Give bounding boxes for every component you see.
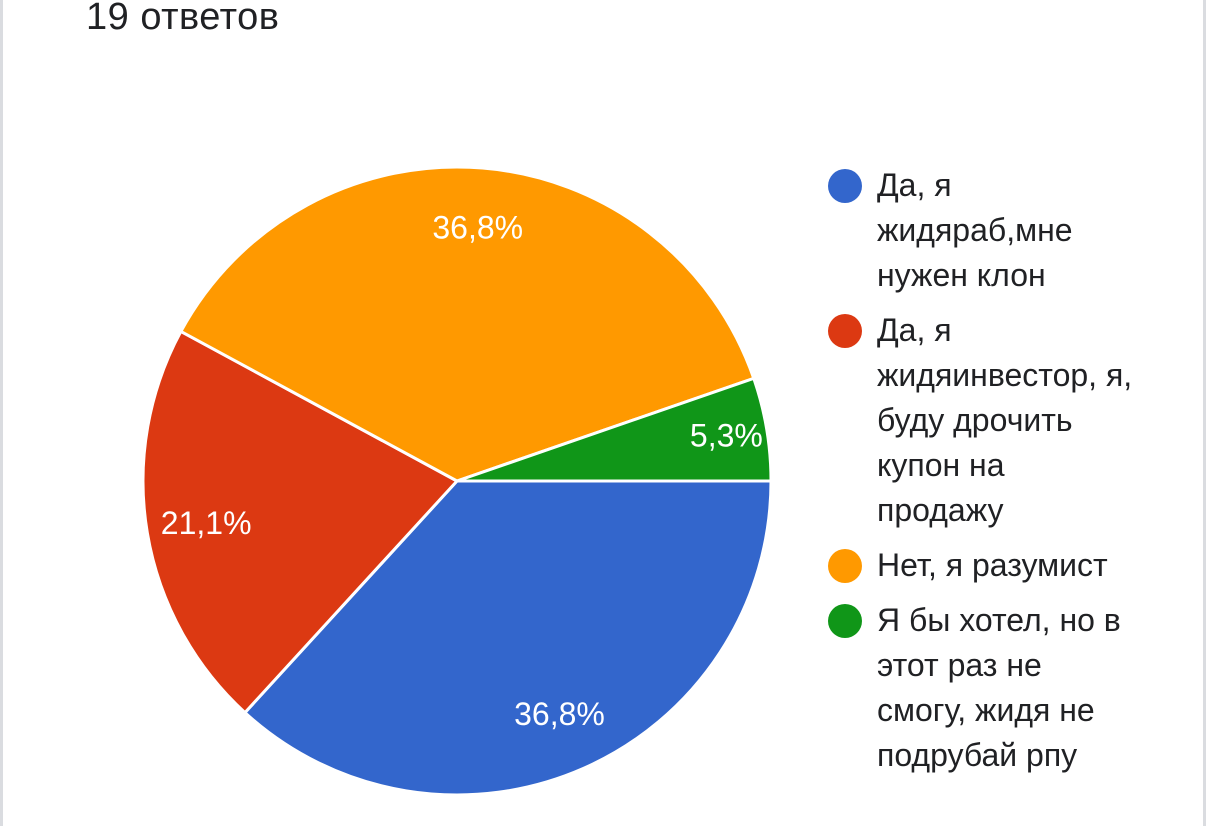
- pie-slice-label-1: 21,1%: [161, 505, 252, 541]
- legend-label: Я бы хотел, но в этот раз не смогу, жидя н…: [877, 598, 1121, 778]
- card-left-border: [0, 0, 3, 826]
- chart-legend: Да, я жидяраб,мне нужен клон Да, я жидяинвес…: [828, 163, 1158, 788]
- legend-color-dot: [828, 169, 862, 203]
- pie-slice-label-2: 36,8%: [432, 210, 523, 246]
- legend-color-dot: [828, 314, 862, 348]
- legend-label-line: продажу: [877, 492, 1004, 528]
- legend-label-line: Я бы хотел, но в: [877, 602, 1121, 638]
- pie-slice-2[interactable]: [179, 165, 756, 483]
- legend-label-line: Нет, я разумист: [877, 547, 1108, 583]
- pie-slice-1[interactable]: [141, 329, 459, 715]
- legend-item-1[interactable]: Да, я жидяинвестор, я, буду дрочить купон н…: [828, 308, 1158, 533]
- legend-item-3[interactable]: Я бы хотел, но в этот раз не смогу, жидя н…: [828, 598, 1158, 778]
- legend-label: Да, я жидяинвестор, я, буду дрочить купон н…: [877, 308, 1132, 533]
- legend-label-line: купон на: [877, 447, 1005, 483]
- card-right-border: [1203, 0, 1206, 826]
- legend-color-dot: [828, 549, 862, 583]
- legend-item-2[interactable]: Нет, я разумист: [828, 543, 1158, 588]
- legend-label: Нет, я разумист: [877, 543, 1108, 588]
- legend-label-line: подрубай рпу: [877, 737, 1078, 773]
- legend-label-line: Да, я: [877, 167, 952, 203]
- pie-slice-0[interactable]: [243, 479, 773, 797]
- response-count: 19 ответов: [86, 0, 280, 38]
- pie-slice-3[interactable]: [455, 376, 773, 483]
- legend-label-line: смогу, жидя не: [877, 692, 1095, 728]
- legend-item-0[interactable]: Да, я жидяраб,мне нужен клон: [828, 163, 1158, 298]
- legend-label-line: Да, я: [877, 312, 952, 348]
- legend-label-line: жидяинвестор, я,: [877, 357, 1133, 393]
- legend-label-line: этот раз не: [877, 647, 1042, 683]
- legend-label: Да, я жидяраб,мне нужен клон: [877, 163, 1073, 298]
- legend-label-line: жидяраб,мне: [877, 212, 1073, 248]
- legend-label-line: нужен клон: [877, 257, 1046, 293]
- legend-label-line: буду дрочить: [877, 402, 1073, 438]
- pie-slice-label-3: 5,3%: [690, 418, 763, 454]
- pie-slice-label-0: 36,8%: [514, 696, 605, 732]
- legend-color-dot: [828, 604, 862, 638]
